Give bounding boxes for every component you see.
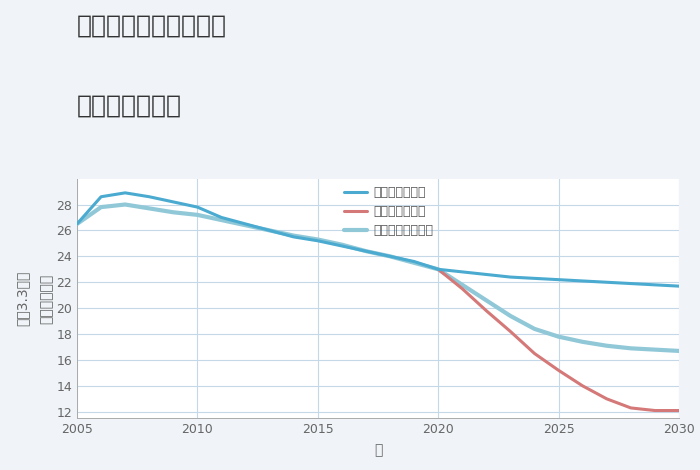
Y-axis label: 単価（万円）: 単価（万円） <box>39 274 53 323</box>
ノーマルシナリオ <box>121 202 130 207</box>
ノーマルシナリオ <box>603 343 611 349</box>
ノーマルシナリオ <box>482 298 491 303</box>
ノーマルシナリオ <box>97 204 105 210</box>
ノーマルシナリオ <box>265 227 274 233</box>
バッドシナリオ <box>651 407 659 413</box>
グッドシナリオ <box>506 274 514 280</box>
X-axis label: 年: 年 <box>374 443 382 457</box>
ノーマルシナリオ <box>531 326 539 332</box>
ノーマルシナリオ <box>458 282 466 288</box>
バッドシナリオ <box>531 351 539 356</box>
グッドシナリオ <box>603 280 611 285</box>
グッドシナリオ <box>337 243 346 249</box>
ノーマルシナリオ <box>386 253 394 259</box>
グッドシナリオ <box>675 283 683 289</box>
バッドシナリオ <box>603 396 611 402</box>
ノーマルシナリオ <box>434 266 442 272</box>
グッドシナリオ <box>193 204 202 210</box>
バッドシナリオ <box>434 266 442 272</box>
グッドシナリオ <box>578 278 587 284</box>
Text: 兵庫県姫路市御立北の: 兵庫県姫路市御立北の <box>77 14 227 38</box>
グッドシナリオ <box>314 238 322 243</box>
バッドシナリオ <box>458 286 466 291</box>
グッドシナリオ <box>265 227 274 233</box>
グッドシナリオ <box>651 282 659 288</box>
ノーマルシナリオ <box>578 339 587 345</box>
Text: 土地の価格推移: 土地の価格推移 <box>77 94 182 118</box>
グッドシナリオ <box>458 269 466 274</box>
ノーマルシナリオ <box>169 210 178 215</box>
ノーマルシナリオ <box>73 221 81 227</box>
グッドシナリオ <box>73 221 81 227</box>
グッドシナリオ <box>386 253 394 259</box>
ノーマルシナリオ <box>145 205 153 211</box>
グッドシナリオ <box>290 234 298 240</box>
ノーマルシナリオ <box>241 222 250 228</box>
ノーマルシナリオ <box>217 217 225 223</box>
グッドシナリオ <box>169 199 178 205</box>
グッドシナリオ <box>482 272 491 277</box>
ノーマルシナリオ <box>290 233 298 238</box>
ノーマルシナリオ <box>506 313 514 319</box>
Line: ノーマルシナリオ: ノーマルシナリオ <box>77 204 679 351</box>
グッドシナリオ <box>241 221 250 227</box>
Text: 坪（3.3㎡）: 坪（3.3㎡） <box>16 271 30 326</box>
グッドシナリオ <box>145 194 153 200</box>
ノーマルシナリオ <box>337 242 346 248</box>
グッドシナリオ <box>121 190 130 196</box>
グッドシナリオ <box>434 266 442 272</box>
ノーマルシナリオ <box>675 348 683 354</box>
Legend: グッドシナリオ, バッドシナリオ, ノーマルシナリオ: グッドシナリオ, バッドシナリオ, ノーマルシナリオ <box>340 181 438 243</box>
ノーマルシナリオ <box>554 334 563 339</box>
ノーマルシナリオ <box>314 237 322 243</box>
バッドシナリオ <box>554 368 563 373</box>
グッドシナリオ <box>626 281 635 286</box>
バッドシナリオ <box>506 329 514 334</box>
グッドシナリオ <box>362 248 370 254</box>
ノーマルシナリオ <box>193 212 202 218</box>
グッドシナリオ <box>410 258 419 264</box>
ノーマルシナリオ <box>410 260 419 266</box>
グッドシナリオ <box>531 275 539 281</box>
ノーマルシナリオ <box>362 248 370 254</box>
グッドシナリオ <box>97 194 105 200</box>
バッドシナリオ <box>482 308 491 313</box>
グッドシナリオ <box>217 215 225 220</box>
ノーマルシナリオ <box>651 347 659 352</box>
Line: バッドシナリオ: バッドシナリオ <box>438 269 679 410</box>
グッドシナリオ <box>554 277 563 282</box>
バッドシナリオ <box>626 405 635 411</box>
バッドシナリオ <box>675 407 683 413</box>
ノーマルシナリオ <box>626 345 635 351</box>
バッドシナリオ <box>578 383 587 389</box>
Line: グッドシナリオ: グッドシナリオ <box>77 193 679 286</box>
